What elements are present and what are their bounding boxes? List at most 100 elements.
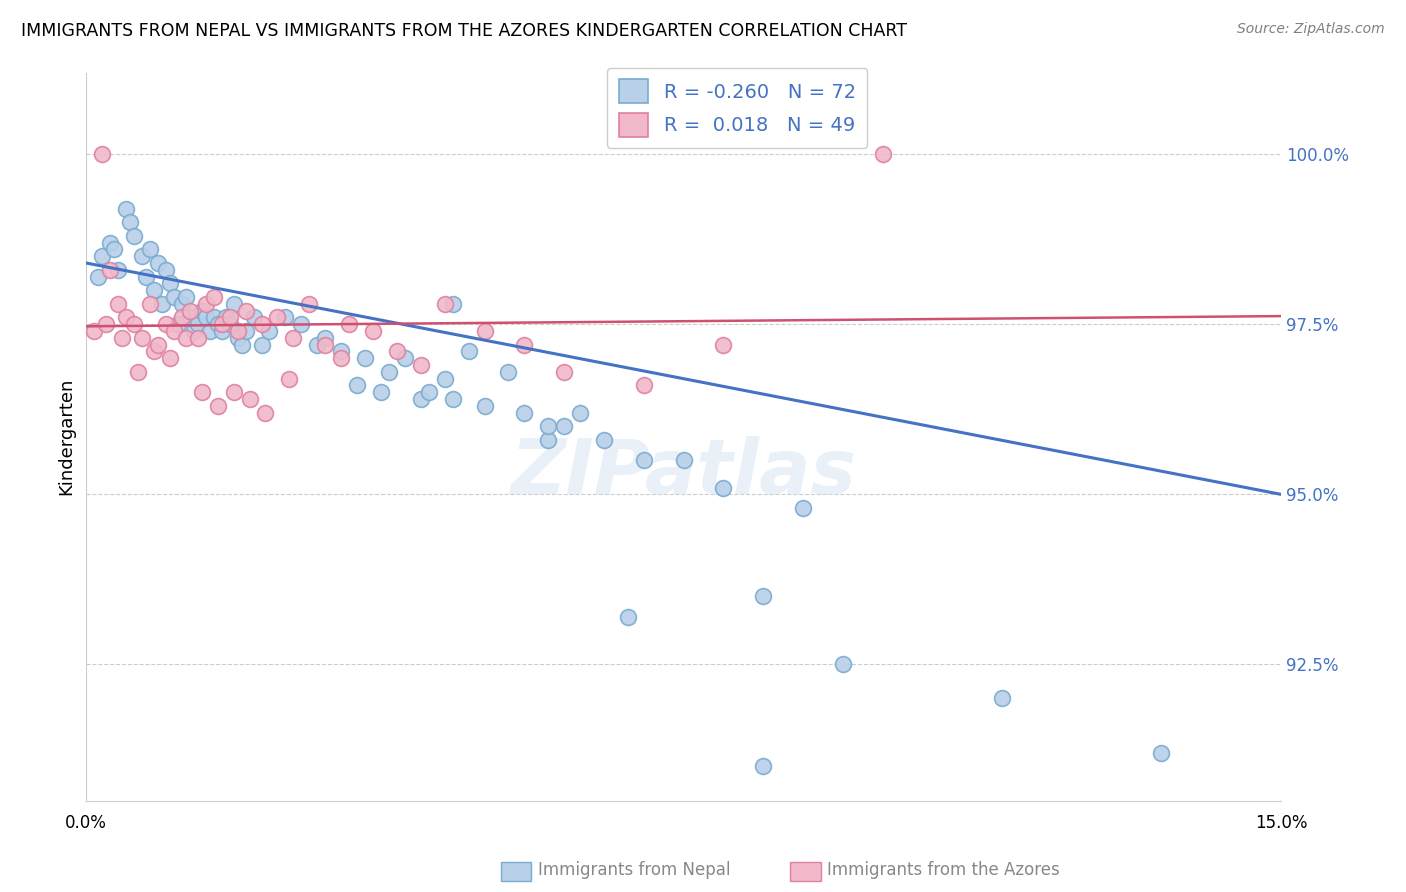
Point <box>222 297 245 311</box>
Point <box>127 365 149 379</box>
Point <box>202 290 225 304</box>
Point <box>553 365 575 379</box>
Point <box>713 337 735 351</box>
Point <box>346 378 368 392</box>
Point <box>378 365 401 379</box>
Point <box>298 297 321 311</box>
Point <box>259 324 281 338</box>
Text: 15.0%: 15.0% <box>1254 814 1308 832</box>
Point <box>593 433 616 447</box>
Point <box>143 283 166 297</box>
Point <box>211 318 233 332</box>
Point <box>266 310 288 325</box>
Point <box>115 310 138 325</box>
Point <box>361 324 384 338</box>
Point <box>250 337 273 351</box>
Point <box>135 269 157 284</box>
Point <box>122 228 145 243</box>
Point <box>307 337 329 351</box>
Point <box>832 657 855 672</box>
Point <box>254 406 277 420</box>
Point <box>174 331 197 345</box>
Point <box>553 419 575 434</box>
Text: 0.0%: 0.0% <box>65 814 107 832</box>
Point <box>441 297 464 311</box>
Point <box>174 290 197 304</box>
Point <box>433 297 456 311</box>
Point <box>202 310 225 325</box>
Point <box>235 324 257 338</box>
Point <box>231 337 253 351</box>
Point <box>433 372 456 386</box>
Point <box>314 331 336 345</box>
Point <box>159 351 181 366</box>
Point <box>441 392 464 406</box>
Point <box>235 303 257 318</box>
Point <box>207 318 229 332</box>
Point <box>146 337 169 351</box>
Point <box>98 235 121 250</box>
Point <box>87 269 110 284</box>
Point <box>474 324 496 338</box>
Point <box>752 759 775 773</box>
Point <box>194 297 217 311</box>
Point <box>155 318 177 332</box>
Point <box>207 399 229 413</box>
Point <box>314 337 336 351</box>
Point <box>139 297 162 311</box>
Text: IMMIGRANTS FROM NEPAL VS IMMIGRANTS FROM THE AZORES KINDERGARTEN CORRELATION CHA: IMMIGRANTS FROM NEPAL VS IMMIGRANTS FROM… <box>21 22 907 40</box>
Text: Source: ZipAtlas.com: Source: ZipAtlas.com <box>1237 22 1385 37</box>
Point <box>191 385 214 400</box>
Point <box>991 691 1014 706</box>
Point <box>215 310 238 325</box>
Point <box>218 310 240 325</box>
Point <box>103 243 125 257</box>
Point <box>274 310 297 325</box>
Point <box>159 277 181 291</box>
Point <box>96 318 118 332</box>
Point <box>155 263 177 277</box>
Point <box>150 297 173 311</box>
Point <box>283 331 305 345</box>
Point <box>617 609 640 624</box>
Point <box>569 406 592 420</box>
Point <box>143 344 166 359</box>
Point <box>191 303 214 318</box>
Point <box>713 481 735 495</box>
Point <box>120 215 142 229</box>
Point <box>91 147 114 161</box>
Point <box>131 331 153 345</box>
Point <box>222 385 245 400</box>
Legend: R = -0.260   N = 72, R =  0.018   N = 49: R = -0.260 N = 72, R = 0.018 N = 49 <box>607 68 868 148</box>
Point <box>194 310 217 325</box>
Point <box>238 392 260 406</box>
Point <box>146 256 169 270</box>
Point <box>226 324 249 338</box>
Text: Immigrants from Nepal: Immigrants from Nepal <box>538 861 731 879</box>
Point <box>167 318 190 332</box>
Point <box>187 331 209 345</box>
Point <box>111 331 134 345</box>
Point <box>218 318 240 332</box>
Point <box>752 590 775 604</box>
Point <box>122 318 145 332</box>
Point <box>242 310 264 325</box>
Point <box>198 324 221 338</box>
Point <box>872 147 894 161</box>
Point <box>330 344 353 359</box>
Point <box>633 378 655 392</box>
Point <box>170 297 193 311</box>
Point <box>139 243 162 257</box>
Point <box>278 372 301 386</box>
Point <box>330 351 353 366</box>
Point <box>474 399 496 413</box>
Point <box>418 385 440 400</box>
Point <box>98 263 121 277</box>
Point <box>409 358 432 372</box>
Point <box>163 324 186 338</box>
Point <box>672 453 695 467</box>
Point <box>107 297 129 311</box>
Point <box>1150 746 1173 760</box>
Text: Immigrants from the Azores: Immigrants from the Azores <box>827 861 1060 879</box>
Point <box>537 433 560 447</box>
